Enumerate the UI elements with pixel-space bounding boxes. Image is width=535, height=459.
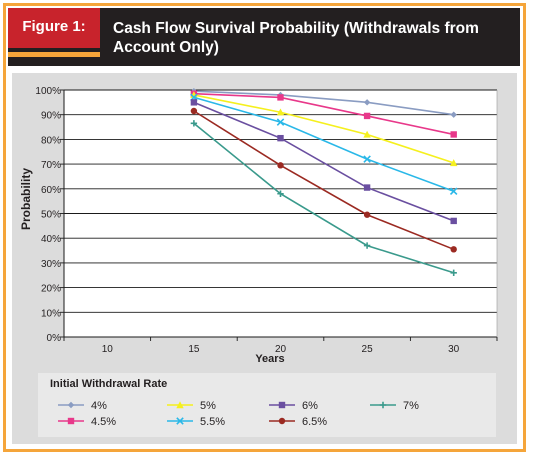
- data-point: [363, 211, 371, 218]
- figure-label-tab: [8, 8, 100, 48]
- x-tick-label: 15: [188, 344, 200, 355]
- data-point: [450, 269, 457, 276]
- y-axis-label: Probability: [19, 168, 33, 230]
- data-point: [363, 155, 371, 163]
- y-tick-label: 50%: [41, 210, 61, 221]
- legend-title: Initial Withdrawal Rate: [50, 378, 167, 390]
- series-line-4: [193, 101, 454, 222]
- y-tick-label: 0%: [47, 333, 62, 344]
- data-point: [276, 118, 285, 126]
- y-tick-label: 10%: [41, 308, 61, 319]
- data-point: [363, 112, 371, 120]
- legend-marker: [278, 417, 286, 425]
- legend-marker: [176, 417, 184, 425]
- series-line-0: [193, 90, 454, 116]
- legend-label: 7%: [403, 400, 419, 412]
- x-axis-label: Years: [255, 353, 284, 365]
- x-tick-label: 20: [275, 344, 287, 355]
- y-tick-label: 20%: [41, 284, 61, 295]
- y-tick-label: 60%: [41, 185, 61, 196]
- legend-marker: [379, 401, 387, 409]
- series-line-1: [193, 92, 454, 136]
- data-point: [363, 184, 371, 191]
- series-line-3: [193, 96, 454, 193]
- legend-label: 4%: [91, 400, 107, 412]
- series-line-6: [193, 122, 454, 274]
- y-tick-label: 70%: [41, 160, 61, 171]
- y-tick-label: 100%: [35, 86, 61, 97]
- data-point: [449, 187, 458, 196]
- data-point: [450, 217, 457, 225]
- data-point: [450, 111, 457, 118]
- data-point: [363, 242, 371, 249]
- legend-marker: [67, 417, 75, 425]
- figure-label: Figure 1:: [22, 18, 86, 35]
- data-point: [190, 99, 198, 106]
- x-tick-label: 30: [448, 344, 460, 355]
- data-point: [363, 130, 371, 138]
- legend-marker: [176, 401, 184, 409]
- legend-label: 4.5%: [91, 416, 116, 428]
- data-point: [363, 99, 371, 106]
- legend-label: 5%: [200, 400, 216, 412]
- legend-marker: [67, 401, 75, 409]
- figure-title: Cash Flow Survival Probability (Withdraw…: [113, 20, 479, 56]
- data-point: [276, 108, 285, 116]
- legend-label: 6%: [302, 400, 318, 412]
- data-point: [190, 107, 198, 115]
- legend-marker: [278, 401, 286, 409]
- x-tick-label: 10: [102, 344, 114, 355]
- data-point: [190, 120, 198, 127]
- legend-label: 6.5%: [302, 416, 327, 428]
- legend-label: 5.5%: [200, 416, 225, 428]
- x-tick-label: 25: [362, 344, 374, 355]
- data-point: [450, 246, 457, 253]
- data-point: [277, 134, 284, 142]
- data-point: [450, 159, 458, 167]
- data-point: [450, 131, 457, 138]
- legend-box: [38, 373, 496, 437]
- y-tick-label: 40%: [41, 234, 61, 245]
- data-point: [277, 190, 284, 197]
- y-tick-label: 80%: [41, 135, 61, 146]
- data-point: [277, 94, 284, 101]
- figure-label-underline: [8, 52, 100, 57]
- series-line-5: [193, 110, 454, 251]
- series-line-2: [193, 94, 454, 164]
- data-point: [277, 162, 284, 169]
- y-tick-label: 90%: [41, 111, 61, 122]
- y-tick-label: 30%: [41, 259, 61, 270]
